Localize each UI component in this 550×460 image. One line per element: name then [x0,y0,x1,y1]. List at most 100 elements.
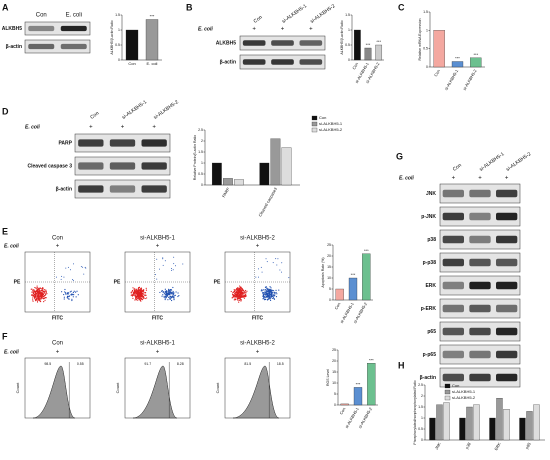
bar [270,138,281,186]
event-dot [244,296,246,298]
event-dot [71,298,73,300]
legend-label: Con [319,115,326,120]
event-dot [261,289,263,291]
event-dot [271,291,273,293]
event-dot [41,297,43,299]
event-dot [276,264,278,266]
blot-band [141,162,167,170]
event-dot [38,299,40,301]
event-dot [143,293,145,295]
event-dot [133,289,135,291]
event-dot [134,299,136,301]
blot-strip [439,229,521,250]
event-dot [73,290,75,292]
blot-band [496,212,518,221]
event-dot [178,294,180,297]
event-dot [31,294,33,297]
event-dot [139,288,142,290]
blot-band [78,139,104,147]
event-dot [142,296,144,298]
event-dot [36,300,38,302]
event-dot [38,296,40,298]
event-dot [267,294,269,297]
significance: *** [473,52,478,57]
event-dot [260,290,262,292]
event-dot [83,273,85,275]
event-dot [245,295,247,297]
bar [211,162,222,186]
event-dot [43,297,45,300]
x-tick-label: p38 [464,441,472,450]
event-dot [242,292,244,294]
event-dot [144,297,146,300]
significance: *** [351,272,356,277]
event-dot [139,299,141,301]
event-dot [33,291,36,293]
event-dot [260,266,262,268]
bar [125,29,139,61]
row-label: p38 [427,237,436,243]
event-dot [265,293,267,295]
blot-band [442,327,464,336]
event-dot [162,294,164,296]
column-label: Con [52,236,63,242]
event-dot [72,279,74,281]
axis-label: FITC [252,315,263,321]
blot-strip [24,39,91,54]
event-dot [238,289,241,291]
event-dot [84,266,86,268]
treatment-mark: + [256,350,260,356]
event-dot [240,299,242,301]
event-dot [169,292,171,294]
event-dot [272,262,274,264]
bar [533,404,540,441]
event-dot [43,292,46,294]
event-dot [177,292,179,294]
event-dot [237,297,239,299]
blot-band [242,40,266,46]
event-dot [138,295,140,297]
column-label: Con [452,162,463,172]
event-dot [138,291,140,294]
blot-band [469,304,491,313]
event-dot [38,288,40,290]
event-dot [162,291,165,293]
event-dot [72,291,74,294]
event-dot [136,289,138,291]
y-tick-label: 5 [329,287,331,291]
event-dot [133,287,135,290]
event-dot [136,295,138,298]
event-dot [38,294,40,297]
event-dot [38,292,40,294]
event-dot [281,271,283,273]
event-dot [173,295,175,297]
treatment-label: E. coli [4,243,19,249]
treatment-label: E. coli [198,26,213,32]
event-dot [155,274,157,276]
event-dot [43,290,45,292]
event-dot [264,295,266,297]
event-dot [65,267,67,269]
event-dot [264,289,266,291]
event-dot [270,287,272,289]
treatment-label: E. coli [399,175,414,181]
event-dot [37,292,39,294]
event-dot [275,291,277,294]
event-dot [168,290,170,293]
bar [466,406,473,441]
event-dot [140,294,142,296]
event-dot [131,289,134,292]
event-dot [238,294,240,296]
blot-band [496,350,518,359]
legend-swatch [444,383,451,389]
event-dot [288,277,290,279]
bar [503,409,510,441]
bar [451,61,464,68]
event-dot [44,297,47,299]
blot-band [442,189,464,198]
legend-swatch [311,127,318,133]
event-dot [233,289,235,291]
event-dot [55,276,57,278]
blot-band [469,258,491,267]
